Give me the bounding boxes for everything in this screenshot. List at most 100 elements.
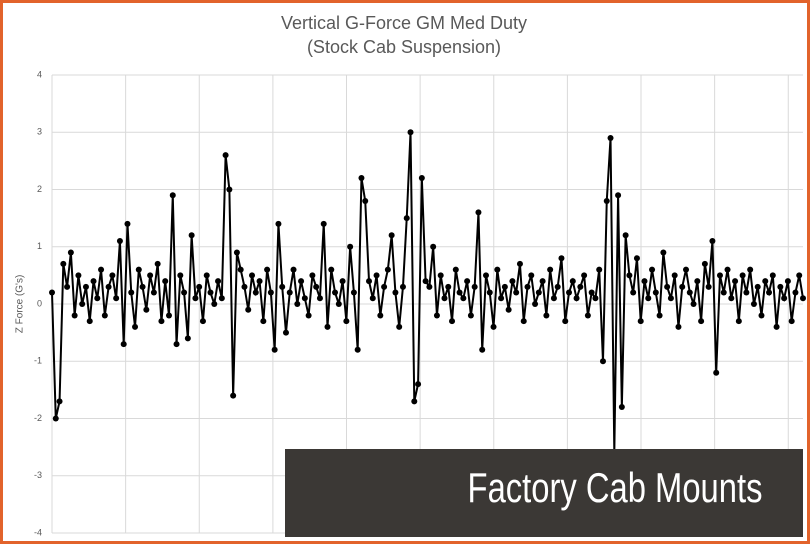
data-point (758, 312, 765, 319)
data-point (260, 318, 267, 325)
data-point (554, 283, 561, 290)
y-tick-label: -1 (34, 356, 42, 366)
data-point (211, 301, 218, 307)
data-point (720, 289, 727, 296)
data-point (498, 295, 505, 302)
data-point (384, 266, 391, 273)
data-point (241, 283, 248, 290)
data-point (596, 266, 603, 273)
y-tick-label: 4 (37, 69, 42, 79)
data-point (735, 318, 742, 325)
data-point (777, 283, 784, 290)
data-point (524, 283, 531, 290)
data-point (199, 318, 206, 325)
chart-subtitle: (Stock Cab Suspension) (307, 37, 501, 57)
data-point (671, 272, 678, 279)
data-point (773, 323, 780, 330)
data-point (233, 249, 240, 256)
data-point (203, 272, 210, 279)
data-point (79, 301, 86, 307)
data-point (298, 278, 305, 285)
data-point (445, 283, 452, 290)
data-point (358, 175, 365, 182)
data-point (615, 192, 622, 199)
data-point (660, 249, 667, 256)
data-point (226, 186, 233, 193)
data-point (230, 392, 237, 399)
data-point (539, 278, 546, 285)
data-point (569, 278, 576, 285)
chart-title: Vertical G-Force GM Med Duty (281, 13, 527, 33)
data-point (482, 272, 489, 279)
data-point (264, 266, 271, 273)
data-point (350, 289, 357, 296)
data-point (709, 238, 716, 245)
data-point (207, 289, 214, 296)
data-point (535, 289, 542, 296)
data-point (313, 283, 320, 290)
data-point (626, 272, 633, 279)
data-point (52, 415, 59, 422)
data-point (366, 278, 373, 285)
data-point (592, 295, 599, 302)
data-point (94, 295, 101, 302)
data-point (645, 295, 652, 302)
data-point (467, 312, 474, 319)
data-point (713, 369, 720, 376)
data-point (501, 283, 508, 290)
data-point (732, 278, 739, 285)
data-point (309, 272, 316, 279)
data-point (637, 318, 644, 325)
data-point (388, 232, 395, 239)
data-point (769, 272, 776, 279)
data-point (154, 260, 161, 267)
y-tick-label: 2 (37, 184, 42, 194)
data-point (147, 272, 154, 279)
data-point (558, 255, 565, 262)
data-point (192, 295, 199, 302)
data-point (282, 329, 289, 336)
plot (49, 129, 806, 456)
data-point (124, 220, 131, 227)
data-point (796, 272, 803, 279)
y-tick-label: -4 (34, 527, 42, 537)
data-point (747, 266, 754, 273)
data-point (675, 323, 682, 330)
data-point (381, 283, 388, 290)
data-point (603, 197, 610, 204)
data-point (686, 289, 693, 296)
data-point (464, 278, 471, 285)
data-point (67, 249, 74, 256)
data-point (101, 312, 108, 319)
y-tick-label: 1 (37, 241, 42, 251)
data-point (441, 295, 448, 302)
data-point (143, 306, 150, 313)
data-point (449, 318, 456, 325)
data-point (426, 283, 433, 290)
data-point (181, 289, 188, 296)
data-point (437, 272, 444, 279)
data-point (324, 323, 331, 330)
data-point (528, 272, 535, 279)
data-point (452, 266, 459, 273)
data-point (683, 266, 690, 273)
data-point (784, 278, 791, 285)
data-point (792, 289, 799, 296)
data-point (165, 312, 172, 319)
data-point (581, 272, 588, 279)
data-point (286, 289, 293, 296)
data-point (690, 301, 697, 307)
data-point (490, 323, 497, 330)
data-point (520, 318, 527, 325)
data-point (607, 134, 614, 141)
data-point (701, 260, 708, 267)
data-point (275, 220, 282, 227)
data-point (252, 289, 259, 296)
data-line (51, 132, 804, 453)
data-point (618, 404, 625, 411)
data-point (49, 289, 55, 296)
data-point (641, 278, 648, 285)
data-point (392, 289, 399, 296)
data-point (750, 301, 757, 307)
